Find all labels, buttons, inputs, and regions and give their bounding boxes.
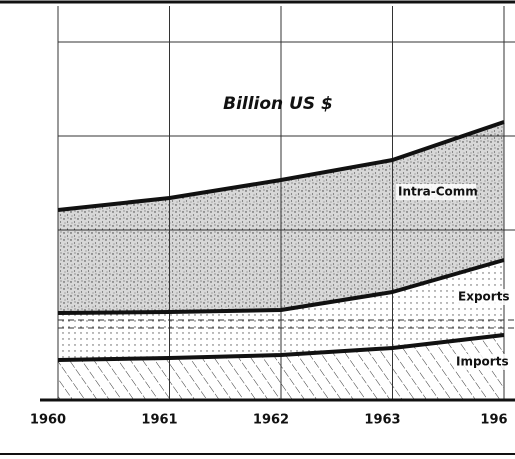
- series-label: Imports: [456, 355, 509, 369]
- series-line: [57, 120, 505, 212]
- series-line: [57, 258, 505, 315]
- series-label: Intra-Comm: [398, 185, 478, 199]
- x-tick-label: 1963: [364, 413, 400, 428]
- chart-title: Billion US $: [223, 94, 333, 114]
- x-tick-label: 196: [480, 413, 507, 428]
- series-label: Exports: [458, 290, 510, 304]
- x-tick-label: 1962: [253, 413, 289, 428]
- plot: Imports Exports Intra-Comm 1960 1961 1962 1963…: [30, 6, 515, 428]
- x-tick-label: 1960: [30, 413, 66, 428]
- series-line: [57, 333, 505, 362]
- label-background: [396, 184, 476, 200]
- label-background: [456, 289, 515, 305]
- label-background: [454, 354, 515, 370]
- x-tick-label: 1961: [141, 413, 177, 428]
